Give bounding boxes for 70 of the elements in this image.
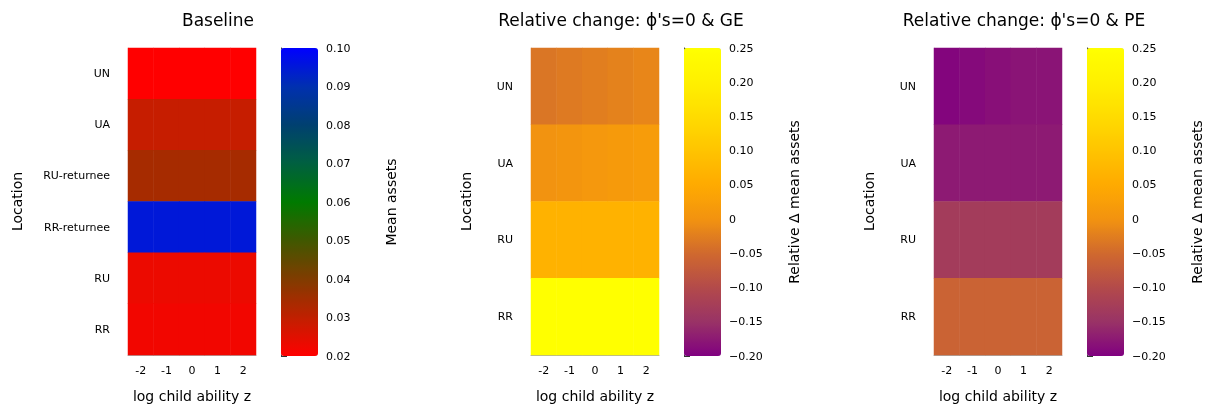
y-tick-label: RU — [94, 271, 110, 285]
color-bar-label: 0.15 — [729, 109, 754, 123]
x-tick-label: 0 — [591, 364, 599, 377]
color-bar-label: 0.20 — [1132, 75, 1157, 89]
color-bar-title: Mean assets — [383, 158, 399, 246]
color-bar-label: 0.05 — [1132, 178, 1157, 192]
y-tick-label: UA — [900, 156, 917, 170]
color-bar-label: −0.10 — [1132, 281, 1166, 295]
color-bar-label: −0.05 — [729, 246, 763, 260]
color-bar-label: 0.03 — [326, 311, 351, 324]
x-axis-title: log child ability z — [938, 388, 1058, 404]
color-bar-label: 0.25 — [729, 41, 754, 55]
x-tick-label: 0 — [188, 364, 196, 377]
color-bar-label: −0.20 — [729, 349, 763, 363]
color-bar-label: 0.07 — [326, 157, 351, 170]
color-bar-label: 0.06 — [326, 195, 351, 209]
color-bar-title: Relative Δ mean assets — [1189, 120, 1205, 284]
y-axis-title: Location — [9, 171, 25, 232]
x-tick-label: 1 — [214, 364, 222, 377]
y-tick-label: RR-returnee — [44, 220, 111, 234]
x-tick-label: 1 — [617, 364, 625, 377]
y-tick-label: UN — [899, 79, 916, 93]
color-bar-label: −0.15 — [1132, 315, 1166, 329]
x-tick-label: -2 — [135, 364, 147, 377]
color-bar-label: 0.09 — [326, 80, 351, 93]
color-bar-label: 0.15 — [1132, 109, 1157, 123]
x-tick-label: -1 — [966, 364, 978, 377]
x-tick-label: -1 — [563, 364, 575, 377]
y-tick-label: RR — [94, 322, 111, 336]
x-tick-label: 1 — [1020, 364, 1028, 377]
y-tick-label: RU — [900, 233, 916, 247]
color-bar-label: 0.02 — [326, 349, 351, 363]
x-axis-title: log child ability z — [535, 388, 655, 404]
x-tick-label: 2 — [1045, 364, 1053, 377]
color-bar-label: 0.25 — [1132, 41, 1157, 55]
x-tick-label: -2 — [941, 364, 953, 377]
color-bar-title: Relative Δ mean assets — [786, 120, 802, 284]
x-tick-label: -1 — [160, 364, 172, 377]
y-tick-label: RU-returnee — [43, 169, 111, 183]
chart-title: Relative change: ϕ's=0 & GE — [498, 9, 744, 30]
y-tick-label: UN — [93, 67, 110, 81]
color-bar-label: −0.15 — [729, 315, 763, 329]
color-bar-label: −0.05 — [1132, 246, 1166, 260]
x-tick-label: 2 — [239, 364, 247, 377]
x-tick-label: 2 — [642, 364, 650, 377]
color-bar-label: 0.10 — [1132, 144, 1157, 158]
color-bar-label: −0.20 — [1132, 349, 1166, 363]
color-bar-label: 0.08 — [326, 118, 351, 132]
color-bar-label: 0.10 — [326, 41, 351, 55]
y-tick-label: RR — [900, 310, 917, 324]
x-tick-label: -2 — [538, 364, 550, 377]
x-axis-title: log child ability z — [132, 388, 252, 404]
y-axis-title: Location — [458, 171, 474, 232]
color-bar-label: 0.04 — [326, 272, 351, 286]
y-tick-label: UN — [496, 79, 513, 93]
color-bar-label: 0.05 — [326, 234, 351, 247]
color-bar-label: −0.10 — [729, 281, 763, 295]
y-tick-label: RR — [497, 310, 514, 324]
color-bar-label: 0 — [729, 212, 736, 226]
color-bar-label: 0.20 — [729, 75, 754, 89]
color-bar-label: 0 — [1132, 212, 1139, 226]
chart-title: Relative change: ϕ's=0 & PE — [902, 9, 1146, 30]
chart-title: Baseline — [181, 9, 255, 30]
color-bar-label: 0.05 — [729, 178, 754, 192]
color-bar-label: 0.10 — [729, 144, 754, 158]
x-tick-label: 0 — [994, 364, 1002, 377]
y-tick-label: UA — [94, 118, 111, 132]
y-axis-title: Location — [861, 171, 877, 232]
y-tick-label: UA — [497, 156, 514, 170]
y-tick-label: RU — [497, 233, 513, 247]
